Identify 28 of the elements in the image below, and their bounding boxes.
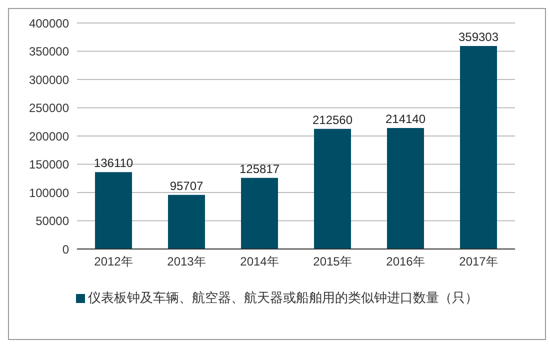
- bar: [387, 128, 424, 249]
- x-tick-label: 2014年: [240, 254, 279, 269]
- data-label: 359303: [458, 30, 499, 44]
- bar: [241, 178, 278, 249]
- data-label: 95707: [170, 178, 204, 193]
- y-tick-label: 300000: [28, 72, 70, 87]
- x-tick-label: 2015年: [313, 254, 352, 269]
- bar: [168, 194, 205, 249]
- data-label: 212560: [312, 112, 353, 127]
- y-tick-label: 100000: [28, 186, 70, 200]
- y-tick-label: 250000: [28, 101, 70, 116]
- y-tick-label: 350000: [28, 44, 70, 59]
- x-tick-label: 2012年: [94, 254, 133, 269]
- y-tick-label: 150000: [28, 158, 70, 172]
- data-label: 136110: [94, 156, 134, 170]
- bar: [460, 46, 497, 249]
- y-tick-label: 50000: [36, 214, 70, 228]
- data-label: 125817: [239, 162, 280, 176]
- y-tick-label: 400000: [28, 16, 70, 30]
- x-tick-label: 2013年: [167, 254, 206, 269]
- legend-label: 仪表板钟及车辆、航空器、航天器或船舶用的类似钟进口数量（只）: [88, 289, 478, 307]
- y-tick-label: 0: [62, 242, 70, 256]
- x-tick-label: 2016年: [386, 254, 425, 269]
- x-tick-label: 2017年: [459, 254, 498, 269]
- data-label: 214140: [385, 112, 426, 126]
- y-tick-label: 200000: [28, 129, 70, 144]
- bar: [95, 172, 132, 249]
- bar: [314, 128, 351, 249]
